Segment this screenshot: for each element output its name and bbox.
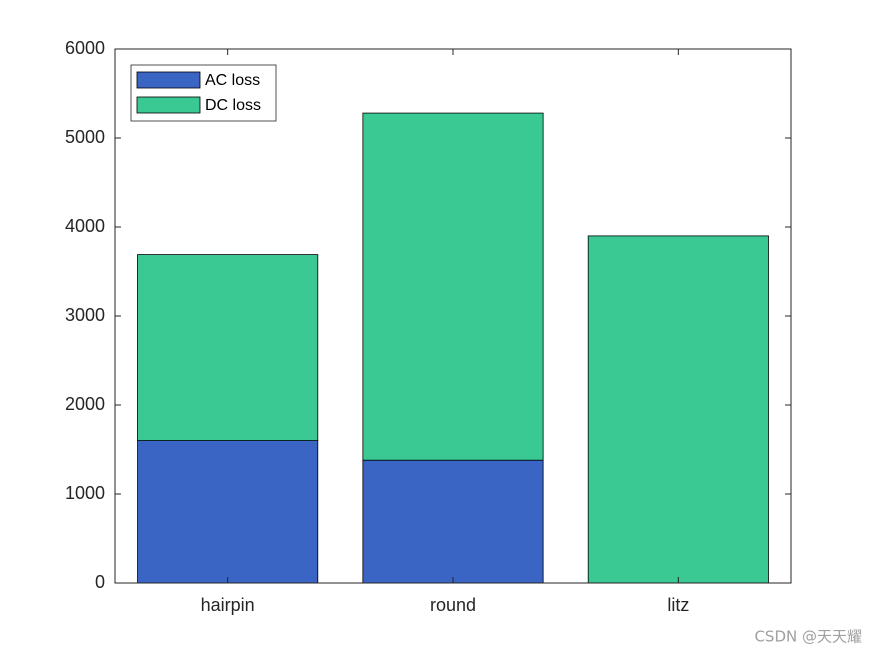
x-tick-label: litz — [667, 595, 689, 615]
x-tick-label: hairpin — [201, 595, 255, 615]
legend-text: AC loss — [205, 72, 260, 89]
y-tick-label: 2000 — [65, 394, 105, 414]
bar-segment — [362, 112, 544, 461]
bar-segment — [137, 440, 319, 584]
bar-segment — [587, 235, 769, 584]
y-tick-label: 5000 — [65, 127, 105, 147]
y-tick-label: 4000 — [65, 216, 105, 236]
legend-swatch — [136, 71, 201, 89]
y-tick-label: 6000 — [65, 38, 105, 58]
x-tick-label: round — [430, 595, 476, 615]
watermark: CSDN @天天耀 — [754, 628, 862, 646]
y-tick-label: 0 — [95, 572, 105, 592]
bar-segment — [362, 459, 544, 584]
legend-swatch — [136, 96, 201, 114]
y-tick-label: 1000 — [65, 483, 105, 503]
bar-segment — [137, 254, 319, 441]
y-tick-label: 3000 — [65, 305, 105, 325]
legend-text: DC loss — [205, 97, 261, 114]
